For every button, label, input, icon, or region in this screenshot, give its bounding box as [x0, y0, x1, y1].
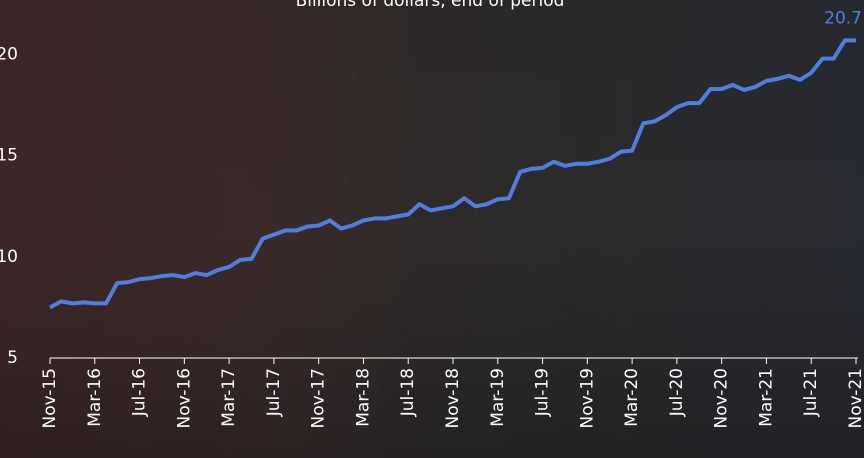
- x-tick-label: Jul-18: [398, 368, 418, 417]
- x-tick-label: Nov-17: [309, 368, 329, 429]
- chart-subtitle: Billions of dollars, end of period: [296, 0, 565, 11]
- x-tick-label: Jul-21: [801, 368, 821, 417]
- chart: Billions of dollars, end of period 5 10 15…: [0, 0, 864, 458]
- x-tick-label: Mar-17: [219, 368, 239, 427]
- y-tick-label: 20: [0, 45, 18, 65]
- y-tick-label: 10: [0, 247, 18, 267]
- y-tick-label: 15: [0, 146, 18, 166]
- page: {"chart_data": {"type": "line", "subtitl…: [0, 0, 864, 458]
- x-tick-label: Mar-20: [622, 368, 642, 427]
- data-label: 20.7: [824, 8, 862, 28]
- x-tick-label: Jul-20: [667, 368, 687, 417]
- x-tick-label: Mar-21: [756, 368, 776, 427]
- x-tick-label: Mar-18: [353, 368, 373, 427]
- series-line: [50, 40, 856, 307]
- x-tick-label: Nov-20: [712, 368, 732, 429]
- x-tick-label: Nov-16: [174, 368, 194, 429]
- y-tick-label: 5: [7, 348, 18, 368]
- x-tick-label: Mar-19: [488, 368, 508, 427]
- x-tick-label: Nov-19: [577, 368, 597, 429]
- x-tick-label: Jul-19: [533, 368, 553, 417]
- x-tick-label: Jul-17: [264, 368, 284, 417]
- x-tick-label: Nov-18: [443, 368, 463, 429]
- x-tick-label: Jul-16: [130, 368, 150, 417]
- x-tick-label: Nov-15: [40, 368, 60, 429]
- x-tick-label: Nov-21: [846, 368, 864, 429]
- x-tick-label: Mar-16: [85, 368, 105, 427]
